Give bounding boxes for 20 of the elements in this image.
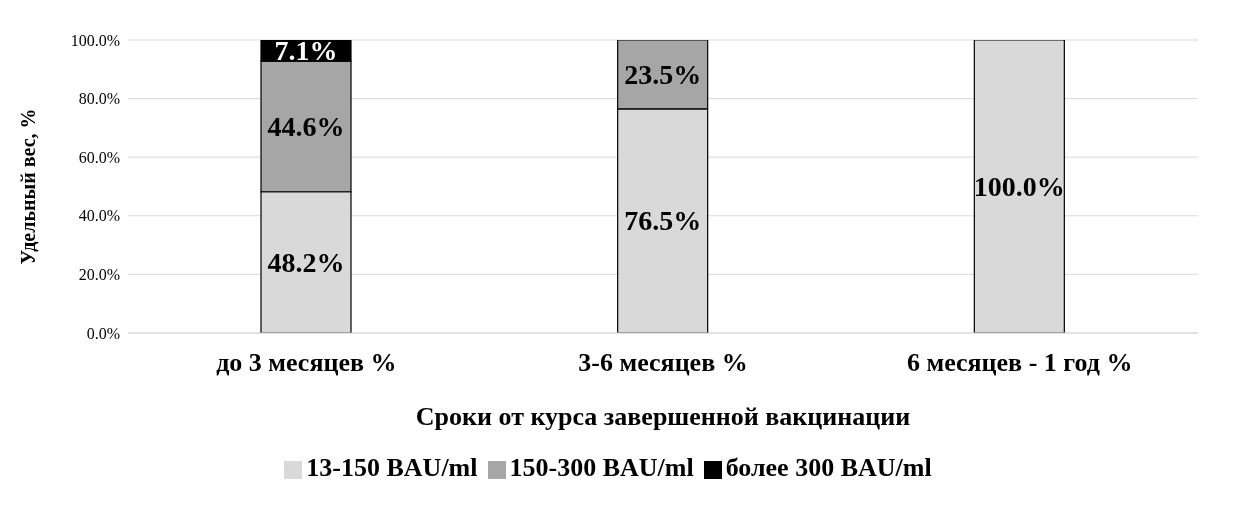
legend-label: 150-300 BAU/ml	[509, 453, 694, 482]
y-tick-label: 0.0%	[86, 324, 120, 342]
legend-label: 13-150 BAU/ml	[306, 453, 478, 482]
y-tick-label: 20.0%	[78, 266, 120, 284]
data-label: 100.0%	[973, 171, 1065, 202]
y-axis-title: Удельный вес, %	[17, 108, 40, 265]
y-tick-label: 60.0%	[78, 148, 120, 166]
x-tick-label: 3-6 месяцев %	[578, 348, 748, 378]
data-label: 23.5%	[624, 58, 702, 90]
y-tick-label: 100.0%	[70, 31, 120, 49]
data-label: 7.1%	[274, 35, 338, 67]
y-tick-label: 80.0%	[78, 90, 120, 108]
data-label: 48.2%	[267, 246, 345, 278]
y-tick-label: 40.0%	[78, 207, 120, 225]
legend-label: более 300 BAU/ml	[725, 453, 932, 482]
x-tick-label: до 3 месяцев %	[216, 348, 397, 378]
data-label: 76.5%	[624, 205, 702, 237]
data-label: 44.6%	[267, 110, 345, 142]
x-tick-label: 6 месяцев - 1 год %	[906, 348, 1133, 378]
x-axis-title: Сроки от курса завершенной вакцинации	[415, 402, 911, 431]
